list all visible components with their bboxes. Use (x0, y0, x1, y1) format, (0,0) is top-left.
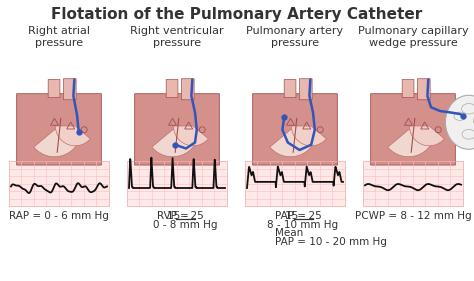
Wedge shape (34, 130, 82, 157)
Text: 15 - 25: 15 - 25 (167, 211, 203, 221)
Text: Mean: Mean (275, 228, 303, 238)
Text: RVP =: RVP = (157, 211, 192, 221)
Wedge shape (410, 126, 444, 146)
Wedge shape (270, 130, 318, 157)
Text: 0 - 8 mm Hg: 0 - 8 mm Hg (153, 220, 217, 230)
FancyBboxPatch shape (284, 80, 296, 98)
Text: Pulmonary capillary
wedge pressure: Pulmonary capillary wedge pressure (358, 26, 468, 48)
Text: Right atrial
pressure: Right atrial pressure (28, 26, 90, 48)
Bar (127, 161, 227, 206)
Text: 8 - 10 mm Hg: 8 - 10 mm Hg (267, 220, 338, 230)
Bar (363, 161, 463, 206)
Wedge shape (152, 130, 200, 157)
FancyBboxPatch shape (182, 79, 194, 100)
Text: PAP =: PAP = (275, 211, 309, 221)
Text: Flotation of the Pulmonary Artery Catheter: Flotation of the Pulmonary Artery Cathet… (51, 7, 423, 22)
Wedge shape (55, 126, 91, 146)
Text: 15 - 25: 15 - 25 (284, 211, 321, 221)
FancyBboxPatch shape (402, 80, 414, 98)
FancyBboxPatch shape (166, 80, 178, 98)
FancyBboxPatch shape (17, 94, 101, 165)
Wedge shape (173, 126, 209, 146)
FancyBboxPatch shape (253, 94, 337, 165)
Text: PCWP = 8 - 12 mm Hg: PCWP = 8 - 12 mm Hg (355, 211, 471, 221)
Wedge shape (388, 130, 436, 157)
FancyBboxPatch shape (135, 94, 219, 165)
Bar (9, 161, 109, 206)
FancyBboxPatch shape (371, 94, 456, 165)
Text: RAP = 0 - 6 mm Hg: RAP = 0 - 6 mm Hg (9, 211, 109, 221)
Text: Right ventricular
pressure: Right ventricular pressure (130, 26, 224, 48)
Bar (245, 161, 345, 206)
FancyBboxPatch shape (64, 79, 76, 100)
Ellipse shape (446, 95, 474, 149)
Text: Pulmonary artery
pressure: Pulmonary artery pressure (246, 26, 344, 48)
FancyBboxPatch shape (300, 79, 312, 100)
Wedge shape (292, 126, 327, 146)
Text: PAP = 10 - 20 mm Hg: PAP = 10 - 20 mm Hg (275, 237, 387, 247)
FancyBboxPatch shape (418, 79, 430, 100)
FancyBboxPatch shape (48, 80, 60, 98)
